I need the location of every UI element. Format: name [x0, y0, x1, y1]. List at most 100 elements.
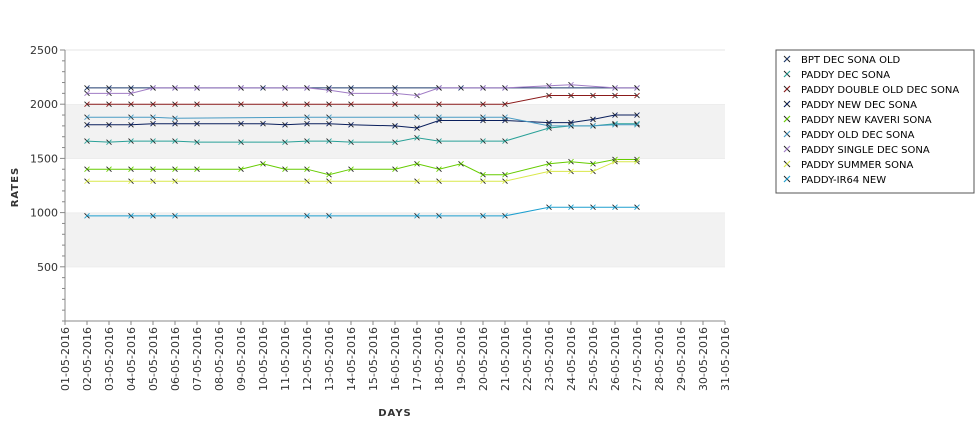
data-point — [414, 134, 420, 141]
x-tick-label: 19-05-2016 — [455, 327, 468, 391]
point-marker-stroke — [634, 92, 640, 99]
point-marker-stroke — [568, 81, 574, 88]
point-marker-stroke — [546, 82, 552, 89]
data-point — [480, 171, 486, 178]
data-point — [282, 85, 288, 91]
x-tick-label: 11-05-2016 — [279, 327, 292, 391]
data-point — [546, 125, 552, 131]
point-marker-stroke — [414, 92, 420, 99]
data-point — [546, 92, 552, 99]
point-marker-stroke — [282, 166, 288, 173]
y-axis-title: RATES — [10, 167, 21, 208]
data-point — [348, 101, 354, 108]
data-point — [238, 85, 244, 91]
data-point — [326, 213, 332, 219]
point-marker-stroke — [172, 85, 178, 91]
point-marker-stroke — [150, 120, 156, 127]
data-point — [150, 114, 156, 121]
point-marker-stroke — [282, 101, 288, 108]
point-marker-stroke — [128, 121, 134, 128]
legend-marker-stroke — [783, 130, 791, 138]
x-tick-label: 13-05-2016 — [323, 327, 336, 391]
data-point — [502, 114, 508, 121]
data-point — [128, 114, 134, 121]
point-marker-stroke — [128, 101, 134, 108]
point-marker-stroke — [590, 92, 596, 99]
point-marker-stroke — [480, 171, 486, 178]
data-point — [392, 123, 398, 129]
plot-bands — [65, 49, 725, 321]
point-marker-stroke — [326, 85, 332, 91]
data-point — [282, 101, 288, 108]
data-point — [84, 85, 90, 91]
data-point — [304, 85, 310, 91]
legend-label: PADDY DOUBLE OLD DEC SONA — [801, 85, 959, 96]
data-point — [326, 178, 332, 184]
x-tick-label: 23-05-2016 — [543, 327, 556, 391]
data-point — [436, 114, 442, 121]
legend-marker-stroke — [783, 175, 791, 183]
data-point — [634, 121, 640, 128]
data-point — [634, 120, 640, 127]
point-marker-stroke — [172, 101, 178, 108]
data-point — [128, 121, 134, 128]
data-point — [348, 139, 354, 145]
point-marker-stroke — [634, 120, 640, 127]
point-marker-stroke — [502, 171, 508, 178]
point-marker-stroke — [326, 120, 332, 127]
x-tick-label: 29-05-2016 — [675, 327, 688, 391]
data-point — [238, 101, 244, 108]
point-marker-stroke — [172, 120, 178, 127]
data-point — [480, 85, 486, 91]
x-tick-label: 31-05-2016 — [719, 327, 732, 391]
data-point — [84, 101, 90, 108]
legend-label: PADDY SINGLE DEC SONA — [801, 145, 930, 156]
data-point — [612, 112, 618, 118]
data-point — [150, 213, 156, 219]
legend-item: PADDY DOUBLE OLD DEC SONA — [783, 85, 959, 96]
point-marker-stroke — [150, 178, 156, 184]
point-marker-stroke — [546, 125, 552, 131]
data-point — [304, 101, 310, 108]
point-marker-stroke — [106, 139, 112, 145]
legend-label: BPT DEC SONA OLD — [801, 55, 901, 66]
point-marker-stroke — [392, 139, 398, 145]
data-point — [392, 139, 398, 145]
data-point — [612, 120, 618, 127]
x-tick-label: 06-05-2016 — [169, 327, 182, 391]
legend-label: PADDY NEW KAVERI SONA — [801, 115, 932, 126]
point-marker-stroke — [568, 204, 574, 210]
data-point — [546, 168, 552, 175]
point-marker-stroke — [84, 90, 90, 97]
x-tick-label: 12-05-2016 — [301, 327, 314, 391]
data-point — [436, 213, 442, 219]
point-marker-stroke — [106, 85, 112, 91]
point-marker-stroke — [436, 213, 442, 219]
point-marker-stroke — [238, 85, 244, 91]
data-point — [172, 101, 178, 108]
plot-band — [65, 212, 725, 267]
legend-label: PADDY OLD DEC SONA — [801, 130, 915, 141]
x-tick-label: 20-05-2016 — [477, 327, 490, 391]
data-point — [590, 116, 596, 123]
data-point — [590, 161, 596, 167]
point-marker-stroke — [282, 85, 288, 91]
point-marker-stroke — [436, 166, 442, 173]
data-point — [414, 125, 420, 131]
data-point — [458, 161, 464, 167]
data-point — [480, 213, 486, 219]
y-tick-label: 2000 — [30, 98, 58, 111]
data-point — [348, 121, 354, 128]
data-point — [348, 166, 354, 173]
point-marker-stroke — [436, 114, 442, 121]
point-marker-stroke — [128, 85, 134, 91]
data-point — [282, 139, 288, 145]
point-marker-stroke — [348, 101, 354, 108]
point-marker-stroke — [260, 161, 266, 167]
data-point — [150, 120, 156, 127]
data-point — [634, 92, 640, 99]
data-point — [634, 156, 640, 163]
data-point — [106, 166, 112, 173]
point-marker-stroke — [546, 168, 552, 175]
